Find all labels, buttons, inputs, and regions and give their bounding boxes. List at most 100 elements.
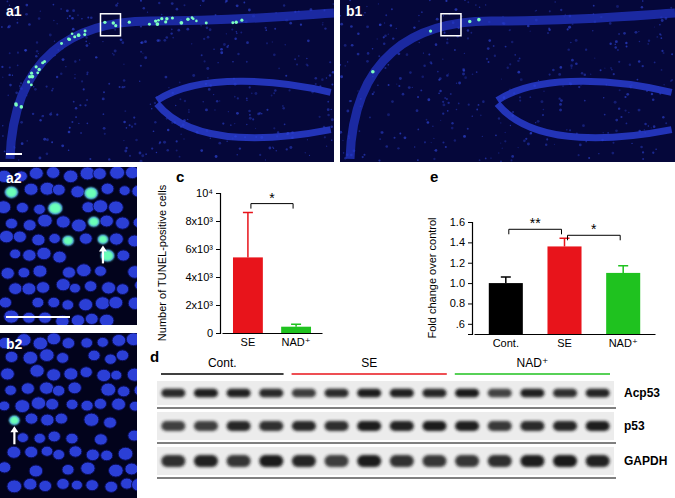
nucleus-speckle <box>418 20 419 21</box>
nucleus-speckle <box>51 89 53 91</box>
nucleus-speckle <box>73 101 75 103</box>
nucleus-speckle <box>144 56 147 59</box>
nucleus-speckle <box>549 10 551 12</box>
nucleus-speckle <box>558 73 561 76</box>
nucleus-speckle <box>4 150 6 152</box>
nucleus-speckle <box>60 8 61 9</box>
nucleus-speckle <box>220 48 223 51</box>
nucleus-speckle <box>60 72 62 74</box>
nucleus-speckle <box>463 135 466 138</box>
tunel-cell <box>84 30 87 33</box>
nucleus <box>71 480 82 490</box>
y-tick: 6x10³ <box>185 243 220 255</box>
nucleus-speckle <box>327 108 330 111</box>
nucleus-speckle <box>549 74 551 76</box>
nucleus-speckle <box>236 112 239 115</box>
y-tick: 4x10³ <box>185 271 220 283</box>
nucleus-speckle <box>638 109 641 112</box>
nucleus-speckle <box>273 92 275 94</box>
y-tick: 2x10³ <box>185 299 220 311</box>
tunel-cell <box>14 102 18 106</box>
nucleus-speckle <box>26 140 28 142</box>
nucleus-speckle <box>306 58 308 60</box>
blot-band <box>520 389 544 398</box>
nucleus <box>1 368 15 380</box>
nucleus-speckle <box>222 122 224 124</box>
nucleus-speckle <box>17 64 19 66</box>
nucleus-speckle <box>342 140 343 141</box>
nucleus <box>93 200 108 213</box>
nucleus <box>23 220 36 231</box>
nucleus-speckle <box>404 136 407 139</box>
nucleus-speckle <box>578 86 580 88</box>
nucleus <box>40 349 54 362</box>
nucleus-speckle <box>652 152 654 154</box>
nucleus-speckle <box>432 126 433 127</box>
nucleus-speckle <box>566 129 568 131</box>
error-bar <box>618 266 628 273</box>
nucleus-speckle <box>363 14 364 15</box>
panel-label: a1 <box>6 3 22 19</box>
nucleus-speckle <box>1 66 3 68</box>
nucleus-speckle <box>123 64 124 65</box>
nucleus-speckle <box>237 53 239 55</box>
nucleus-speckle <box>519 58 521 60</box>
nucleus <box>0 201 11 214</box>
nucleus <box>128 235 137 247</box>
y-tick-mark <box>216 221 220 222</box>
x-tick-label: SE <box>557 337 572 349</box>
nucleus-speckle <box>431 142 432 143</box>
nucleus-speckle <box>624 96 626 98</box>
nucleus-speckle <box>485 4 486 5</box>
nucleus-speckle <box>440 120 441 121</box>
nucleus <box>56 216 70 228</box>
nucleus <box>99 314 114 325</box>
nucleus-speckle <box>380 131 383 134</box>
group-line <box>161 373 284 374</box>
nucleus-speckle <box>350 25 353 28</box>
panel-label: b1 <box>346 3 363 19</box>
nucleus-speckle <box>226 33 227 34</box>
nucleus-speckle <box>123 121 126 124</box>
nucleus-speckle <box>615 40 618 43</box>
nucleus-speckle <box>610 67 612 69</box>
panel-label: b2 <box>6 336 23 352</box>
nucleus-speckle <box>248 110 251 113</box>
nucleus-speckle <box>614 101 617 104</box>
nucleus-speckle <box>306 63 308 65</box>
nucleus-speckle <box>225 1 227 3</box>
nucleus-speckle <box>421 76 424 79</box>
zoom-box <box>441 14 461 36</box>
nucleus-speckle <box>594 58 595 59</box>
nucleus-speckle <box>8 74 10 76</box>
nucleus-speckle <box>442 112 444 114</box>
nucleus-speckle <box>206 67 209 70</box>
nucleus-speckle <box>399 77 402 80</box>
nucleus <box>29 167 43 179</box>
y-tick-label: 8x10³ <box>185 215 213 227</box>
tunel-cell <box>88 217 99 227</box>
nucleus-speckle <box>240 32 242 34</box>
nucleus-speckle <box>43 138 46 141</box>
nucleus-speckle <box>51 141 53 143</box>
nucleus-speckle <box>590 73 592 75</box>
blot-band <box>259 421 283 431</box>
nucleus-speckle <box>340 131 342 134</box>
nucleus-speckle <box>18 159 19 160</box>
tunel-cell <box>37 68 40 71</box>
nucleus-speckle <box>210 137 211 138</box>
nucleus-speckle <box>535 10 536 11</box>
nucleus-speckle <box>548 28 550 30</box>
nucleus-speckle <box>490 157 491 158</box>
nucleus <box>129 401 137 411</box>
nucleus-speckle <box>180 133 182 135</box>
blot-band <box>390 421 414 431</box>
nucleus <box>81 400 93 411</box>
nucleus-speckle <box>663 84 665 86</box>
nucleus-speckle <box>614 46 616 48</box>
nucleus-speckle <box>525 138 527 140</box>
tunel-cell <box>20 105 24 109</box>
nucleus-speckle <box>509 63 511 65</box>
nucleus-speckle <box>2 125 4 127</box>
nucleus-speckle <box>662 52 664 54</box>
